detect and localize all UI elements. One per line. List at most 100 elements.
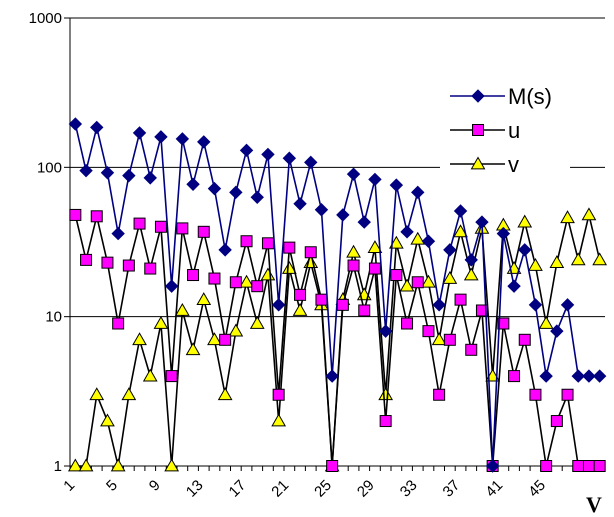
data-point bbox=[100, 413, 115, 427]
data-point bbox=[421, 234, 436, 248]
data-point bbox=[593, 460, 606, 472]
data-point bbox=[133, 217, 146, 230]
data-point bbox=[304, 246, 317, 259]
data-point bbox=[454, 293, 467, 306]
data-point bbox=[570, 252, 586, 266]
legend-entry: u bbox=[450, 118, 520, 143]
y-tick-labels: 1 10 100 1000 bbox=[29, 10, 62, 475]
data-point bbox=[390, 269, 403, 282]
data-point bbox=[485, 459, 500, 473]
data-point bbox=[539, 369, 553, 383]
data-point bbox=[507, 279, 521, 293]
data-point bbox=[433, 388, 446, 401]
data-point bbox=[164, 458, 180, 472]
data-point bbox=[528, 298, 543, 312]
data-point bbox=[261, 147, 275, 162]
data-point bbox=[399, 278, 415, 292]
data-point bbox=[336, 208, 350, 222]
x-axis-label: V bbox=[586, 492, 602, 517]
data-point bbox=[388, 235, 404, 249]
data-point bbox=[475, 304, 488, 317]
data-point bbox=[336, 298, 349, 311]
data-point bbox=[464, 253, 478, 267]
series-layer bbox=[67, 117, 608, 473]
data-point bbox=[379, 415, 392, 428]
data-point bbox=[538, 315, 554, 329]
data-point bbox=[400, 225, 414, 239]
data-point bbox=[90, 210, 103, 223]
data-point bbox=[78, 458, 94, 472]
data-point bbox=[325, 369, 339, 383]
y-tick-label: 10 bbox=[45, 309, 62, 326]
data-point bbox=[497, 317, 510, 330]
data-point bbox=[292, 302, 308, 316]
data-point bbox=[411, 185, 425, 200]
data-point bbox=[496, 226, 511, 241]
data-point bbox=[540, 460, 553, 472]
data-point bbox=[422, 325, 435, 338]
series-line bbox=[74, 123, 600, 467]
series-square bbox=[69, 208, 606, 472]
data-point bbox=[67, 458, 83, 472]
data-point bbox=[294, 288, 307, 301]
data-point bbox=[572, 460, 585, 472]
legend-marker bbox=[472, 124, 484, 136]
data-point bbox=[463, 267, 479, 281]
data-point bbox=[217, 387, 233, 401]
data-point bbox=[197, 135, 211, 149]
data-point bbox=[346, 167, 361, 181]
data-point bbox=[581, 207, 597, 221]
y-tick-label: 1 bbox=[54, 458, 62, 475]
data-point bbox=[175, 132, 190, 146]
data-point bbox=[80, 253, 93, 266]
data-point bbox=[89, 387, 105, 401]
data-point bbox=[68, 117, 83, 131]
data-point bbox=[304, 155, 318, 170]
data-point bbox=[314, 203, 329, 217]
data-point bbox=[560, 298, 575, 312]
data-point bbox=[410, 231, 426, 245]
data-point bbox=[186, 177, 200, 191]
data-point bbox=[176, 222, 189, 235]
data-point bbox=[249, 315, 265, 329]
data-point bbox=[69, 208, 82, 221]
data-point bbox=[90, 120, 104, 135]
data-point bbox=[185, 342, 201, 356]
data-point bbox=[250, 190, 264, 205]
data-point bbox=[261, 237, 274, 250]
data-point bbox=[229, 185, 243, 200]
data-point bbox=[143, 171, 157, 185]
data-point bbox=[465, 343, 478, 356]
data-point bbox=[174, 302, 190, 316]
data-point bbox=[154, 220, 167, 233]
data-point bbox=[111, 226, 125, 241]
data-point bbox=[367, 240, 383, 253]
legend: M(s) uv bbox=[440, 78, 570, 177]
data-point bbox=[571, 369, 585, 383]
data-point bbox=[315, 293, 328, 306]
data-point bbox=[560, 210, 575, 224]
data-point bbox=[218, 243, 232, 257]
data-point bbox=[508, 370, 521, 383]
data-point bbox=[132, 332, 147, 346]
data-point bbox=[219, 333, 232, 346]
legend-marker bbox=[470, 156, 486, 170]
data-point bbox=[378, 324, 393, 338]
data-point bbox=[346, 244, 361, 258]
data-point bbox=[432, 298, 446, 312]
data-point bbox=[112, 317, 125, 330]
legend-label: M(s) bbox=[508, 84, 552, 109]
data-point bbox=[389, 178, 404, 192]
data-point bbox=[411, 276, 424, 289]
data-point bbox=[79, 163, 93, 178]
data-point bbox=[260, 267, 276, 281]
data-point bbox=[401, 317, 414, 330]
data-point bbox=[443, 243, 457, 257]
data-point bbox=[196, 292, 212, 306]
data-point bbox=[582, 369, 596, 383]
data-point bbox=[122, 168, 136, 183]
data-point bbox=[271, 298, 286, 312]
data-point bbox=[144, 262, 157, 275]
legend-entry: v bbox=[450, 152, 519, 177]
